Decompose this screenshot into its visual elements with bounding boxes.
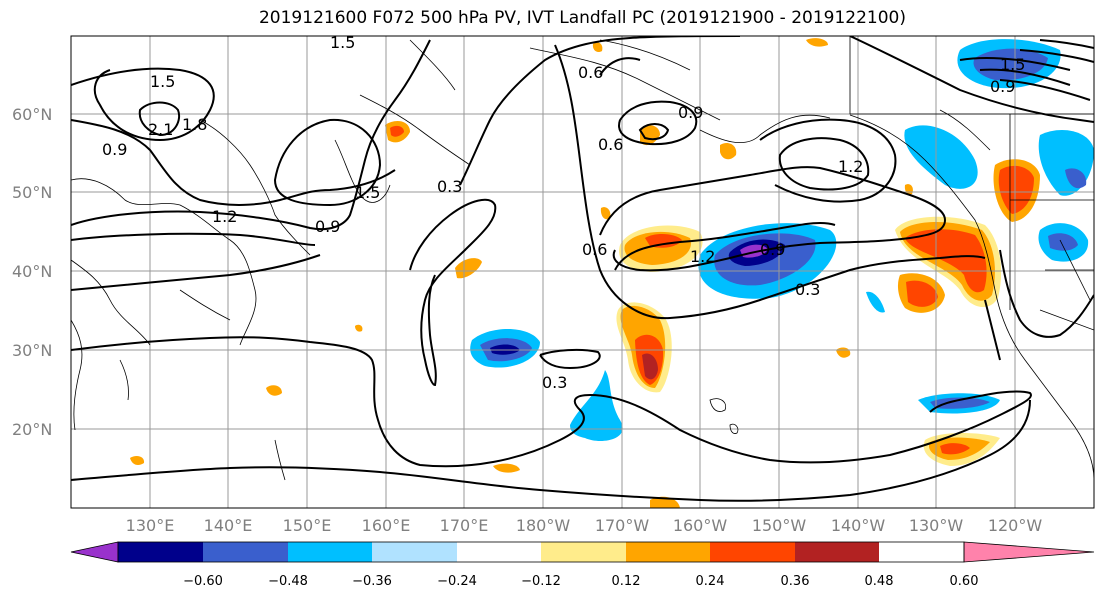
shade-positive-region (390, 125, 404, 137)
lon-label: 180°W (516, 516, 571, 535)
contour-label: 0.9 (102, 140, 127, 159)
lon-label: 130°W (909, 516, 964, 535)
contour-label: 0.9 (315, 217, 340, 236)
shade-positive-region (645, 234, 682, 248)
lon-label: 150°W (752, 516, 807, 535)
map-title: 2019121600 F072 500 hPa PV, IVT Landfall… (258, 8, 906, 28)
shade-positive-region (266, 385, 282, 396)
lon-label: 170°W (595, 516, 650, 535)
lon-label: 160°W (673, 516, 728, 535)
colorbar-tick-label: 0.36 (781, 574, 810, 589)
colorbar: −0.60 −0.48 −0.36 −0.24 −0.12 0.12 0.24 … (70, 541, 1095, 589)
lon-label: 150°E (283, 516, 332, 535)
latitude-labels: 60°N 50°N 40°N 30°N 20°N (12, 105, 52, 439)
graticule (71, 36, 1094, 508)
colorbar-segment (626, 542, 710, 562)
shade-positive-region (806, 38, 828, 47)
colorbar-segment (372, 542, 457, 562)
lon-label: 140°E (204, 516, 253, 535)
shaded-fields (130, 38, 1094, 508)
contour-label: 1.5 (355, 183, 380, 202)
colorbar-segment (710, 542, 795, 562)
coastlines (71, 36, 1094, 481)
shade-negative-region (1048, 233, 1078, 251)
colorbar-left-extension (70, 541, 119, 563)
colorbar-tick-label: −0.36 (352, 574, 392, 589)
longitude-labels: 130°E 140°E 150°E 160°E 170°E 180°W 170°… (126, 516, 1043, 535)
lat-label: 30°N (12, 341, 52, 360)
contour-label: 0.6 (582, 240, 607, 259)
colorbar-tick-label: 0.12 (612, 574, 641, 589)
shade-positive-region (998, 165, 1034, 214)
shade-positive-region (720, 143, 737, 160)
lat-label: 20°N (12, 420, 52, 439)
shade-positive-region (355, 324, 363, 332)
contour-label: 0.6 (578, 63, 603, 82)
shade-positive-region (905, 229, 987, 293)
colorbar-right-extension (963, 541, 1095, 563)
colorbar-segment (457, 542, 541, 562)
contour-label: 1.2 (212, 207, 237, 226)
shade-positive-region (493, 463, 520, 473)
colorbar-segment (541, 542, 626, 562)
contour-label: 1.5 (330, 33, 355, 52)
lon-label: 120°W (988, 516, 1043, 535)
contour-label: 1.2 (690, 247, 715, 266)
contour-label: 0.3 (795, 280, 820, 299)
contour-label: 2.1 (148, 120, 173, 139)
colorbar-segment (203, 542, 288, 562)
colorbar-tick-label: 0.60 (950, 574, 979, 589)
contour-label: 0.9 (990, 77, 1015, 96)
colorbar-tick-label: 0.24 (696, 574, 725, 589)
colorbar-tick-label: −0.12 (521, 574, 561, 589)
contour-label: 1.5 (150, 72, 175, 91)
contour-label: 0.3 (437, 177, 462, 196)
shade-negative-region (866, 291, 885, 313)
lon-label: 140°W (831, 516, 886, 535)
shade-positive-region (640, 125, 660, 146)
colorbar-tick-label: 0.48 (865, 574, 894, 589)
shade-negative-region (904, 125, 978, 189)
lon-label: 170°E (440, 516, 489, 535)
shade-positive-region (642, 353, 658, 380)
colorbar-outline (117, 541, 965, 563)
contour-label: 0.9 (760, 240, 785, 259)
contour-labels: 1.5 1.5 2.1 1.8 0.9 1.2 1.5 0.3 0.9 0.6 … (102, 33, 1025, 392)
lat-label: 50°N (12, 183, 52, 202)
colorbar-segment (118, 542, 203, 562)
colorbar-tick-label: −0.60 (183, 574, 223, 589)
map-border (70, 35, 1095, 509)
shade-positive-region (600, 207, 611, 220)
lon-label: 130°E (126, 516, 175, 535)
shade-positive-region (940, 443, 970, 455)
contour-label: 0.6 (598, 135, 623, 154)
colorbar-segment (795, 542, 879, 562)
lat-label: 40°N (12, 262, 52, 281)
lon-label: 160°E (362, 516, 411, 535)
shade-negative-region (1065, 168, 1087, 189)
shade-positive-region (455, 258, 482, 279)
colorbar-segment (288, 542, 372, 562)
lat-label: 60°N (12, 105, 52, 124)
shade-negative-region (930, 397, 990, 409)
contour-label: 0.9 (678, 103, 703, 122)
contour-label: 1.5 (1000, 55, 1025, 74)
pv-contours (71, 36, 1094, 502)
colorbar-tick-label: −0.24 (437, 574, 477, 589)
shade-positive-region (130, 455, 145, 466)
contour-label: 1.2 (838, 157, 863, 176)
contour-label: 0.3 (542, 373, 567, 392)
contour-label: 1.8 (182, 115, 207, 134)
shade-negative-region (973, 48, 1048, 81)
shade-positive-region (906, 280, 938, 307)
colorbar-tick-label: −0.48 (268, 574, 308, 589)
shade-positive-region (592, 42, 603, 53)
